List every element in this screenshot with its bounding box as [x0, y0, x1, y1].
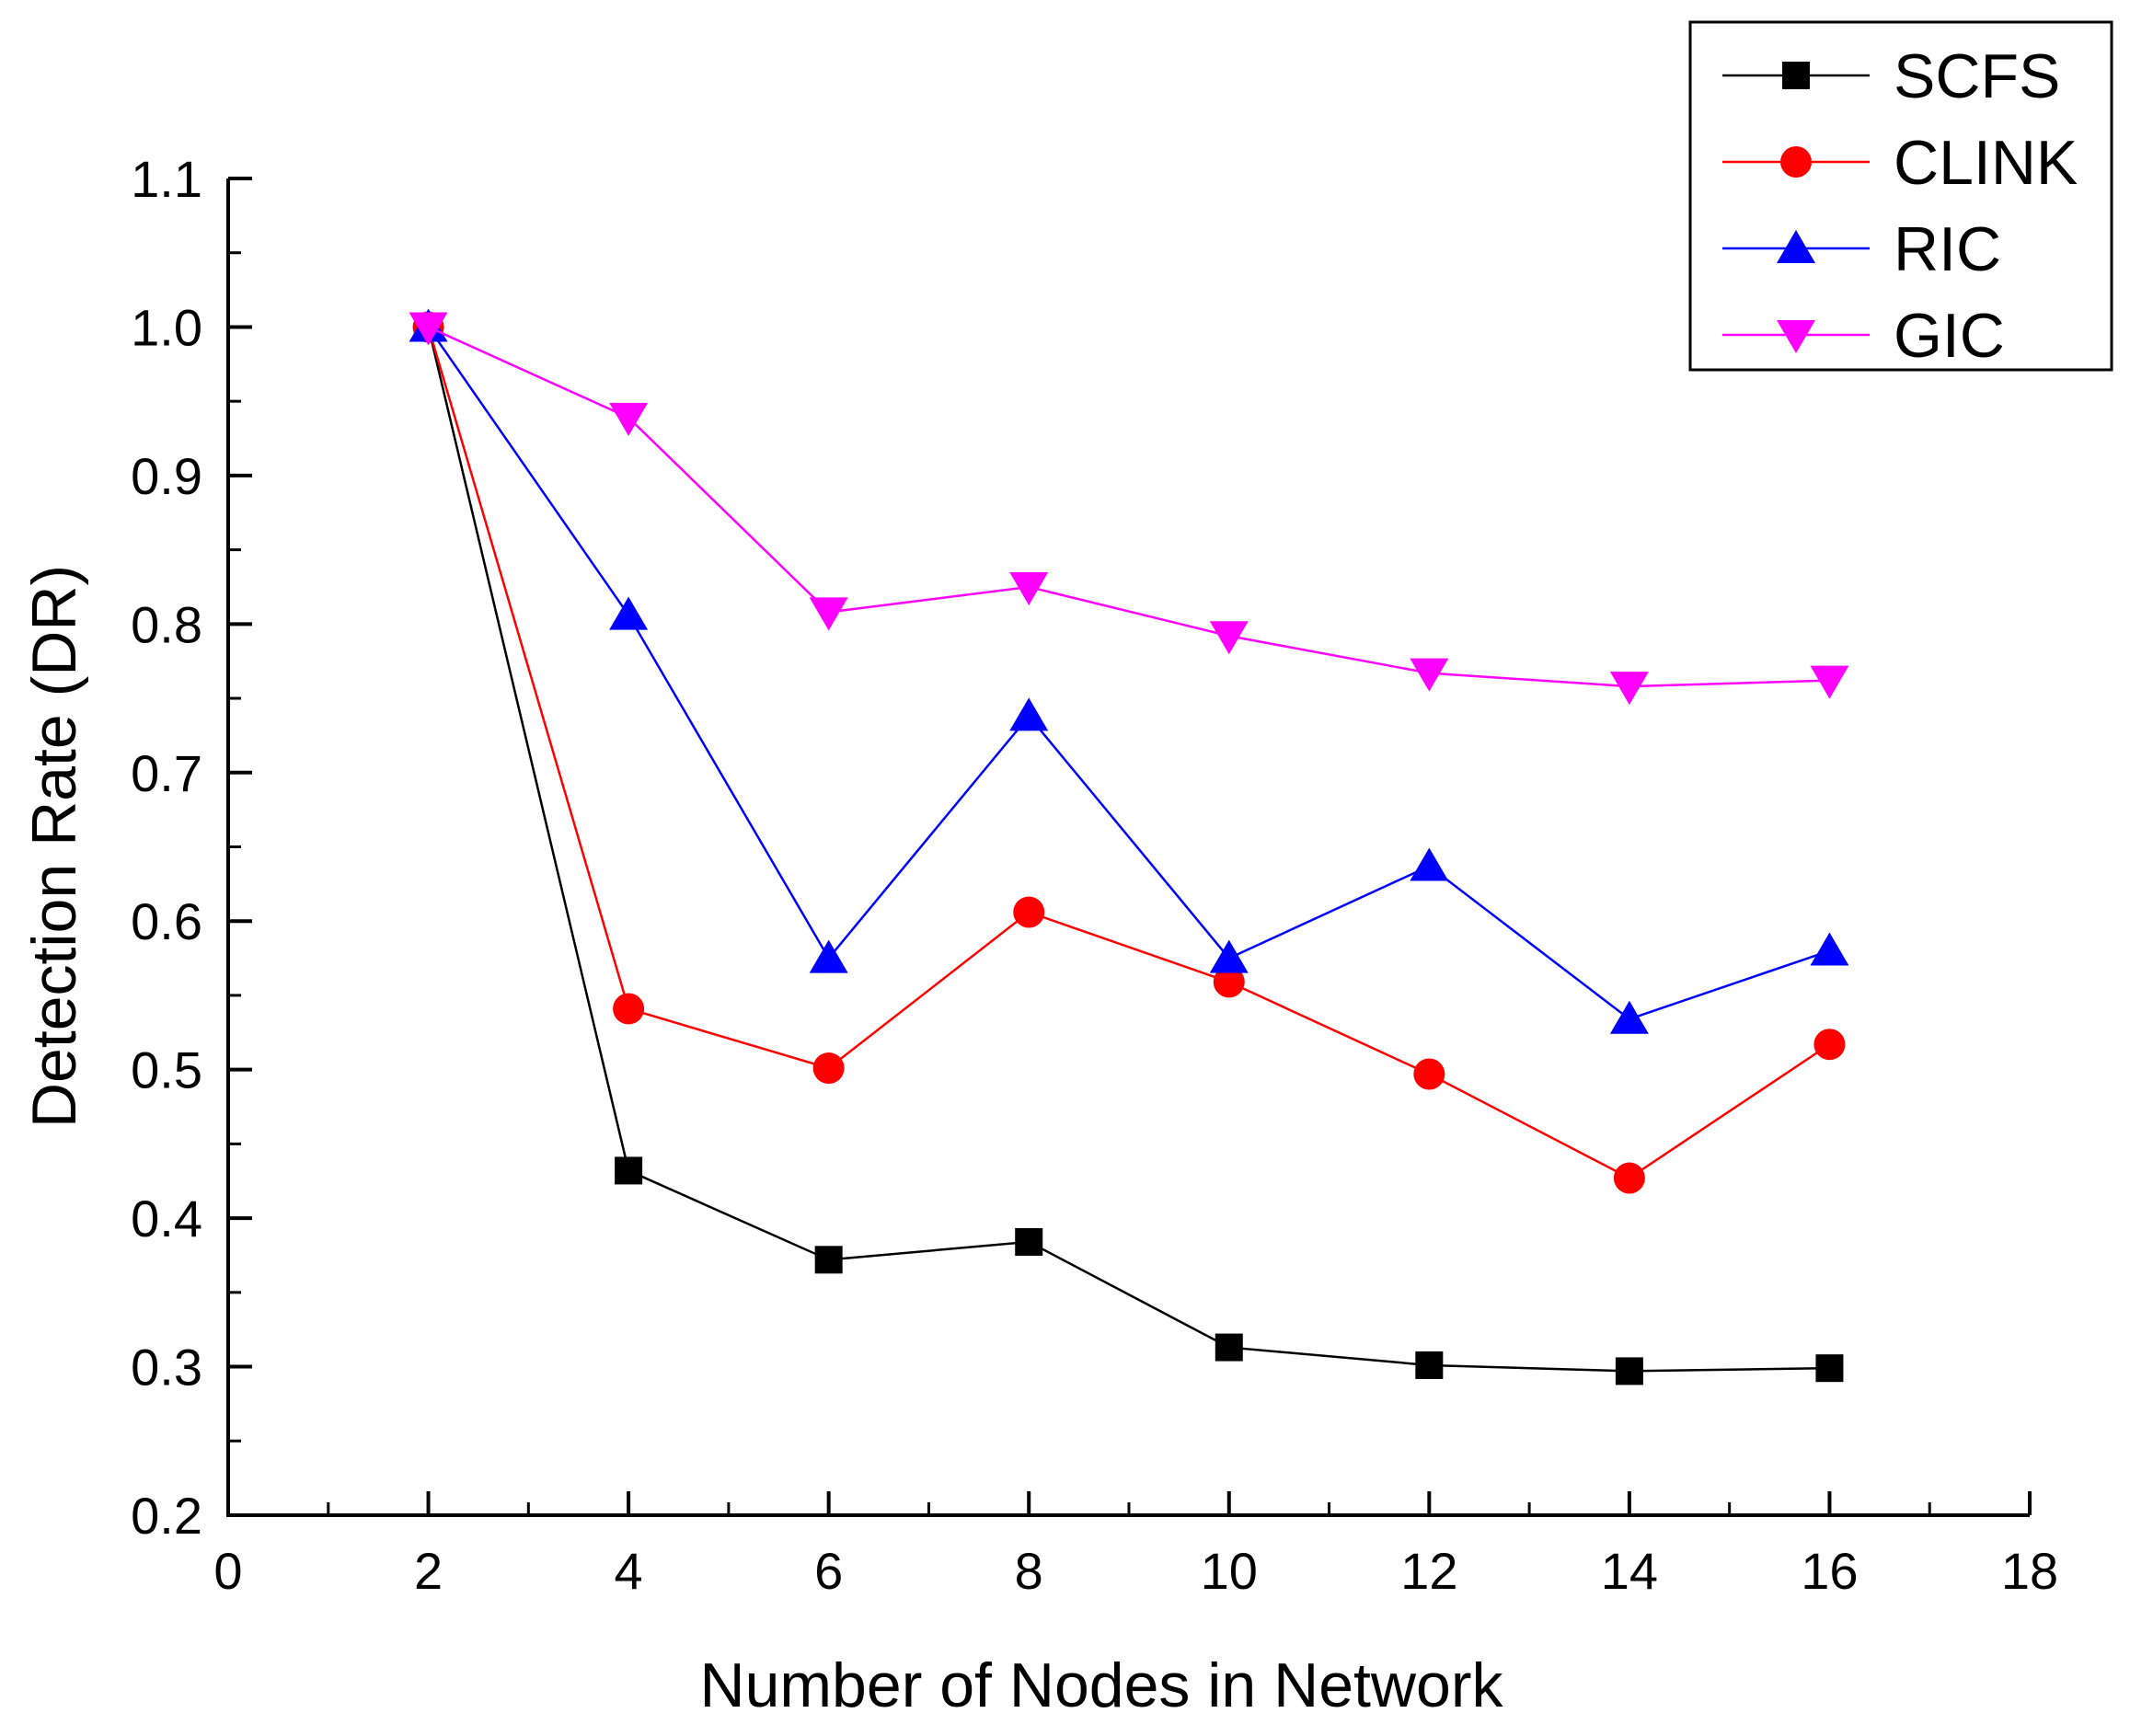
y-tick-label: 0.6 [131, 892, 202, 950]
data-point-gic [409, 312, 448, 346]
y-tick-label: 1.1 [131, 150, 202, 208]
legend: SCFS CLINK RIC GIC [1688, 20, 2113, 372]
legend-marker-gic [1777, 320, 1815, 353]
y-tick-label: 0.9 [131, 447, 202, 505]
y-tick-label: 0.2 [131, 1487, 202, 1545]
legend-label-clink: CLINK [1894, 128, 2078, 198]
data-point-clink [1013, 896, 1045, 928]
series-line-gic [428, 326, 1830, 688]
data-point-clink [613, 993, 645, 1025]
series-layer [409, 308, 1849, 1385]
y-tick-label: 1.0 [131, 298, 202, 356]
y-tick-label: 0.8 [131, 595, 202, 653]
x-axis-title: Number of Nodes in Network [699, 1650, 1503, 1720]
data-point-gic [809, 597, 848, 631]
y-axis-title: Detection Rate (DR) [19, 565, 89, 1128]
x-tick-label: 0 [213, 1542, 242, 1600]
x-tick-label: 12 [1400, 1542, 1457, 1600]
legend-entry-ric: RIC [1722, 214, 2001, 284]
data-point-clink [1613, 1162, 1645, 1194]
legend-marker-ric [1777, 230, 1815, 263]
data-point-scfs [1415, 1351, 1444, 1379]
series-line-clink [427, 327, 1831, 1179]
legend-entry-gic: GIC [1722, 301, 2005, 371]
series-gic [409, 312, 1849, 706]
legend-entries: SCFS CLINK RIC GIC [1722, 41, 2078, 371]
series-line-scfs [427, 327, 1830, 1373]
legend-marker-clink [1780, 146, 1812, 178]
x-tick-label: 18 [2001, 1542, 2058, 1600]
y-tick-label: 0.5 [131, 1041, 202, 1099]
series-line-ric [427, 326, 1830, 1021]
data-point-clink [1813, 1029, 1846, 1061]
data-point-clink [1213, 966, 1245, 998]
y-tick-label: 0.3 [131, 1339, 202, 1397]
data-point-ric [1009, 697, 1049, 731]
data-point-scfs [814, 1246, 843, 1274]
data-point-ric [809, 939, 848, 973]
series-scfs [414, 313, 1844, 1385]
y-ticks: 0.2 0.3 0.4 0.5 0.6 0.7 0.8 0.9 1.0 1.1 [131, 150, 252, 1545]
data-point-scfs [1015, 1227, 1043, 1256]
data-point-gic [1209, 621, 1249, 655]
data-point-ric [1209, 939, 1249, 973]
legend-entry-scfs: SCFS [1722, 41, 2060, 111]
data-point-scfs [615, 1156, 643, 1185]
x-tick-label: 10 [1201, 1542, 1258, 1600]
data-point-gic [1009, 571, 1049, 605]
x-tick-label: 6 [814, 1542, 843, 1600]
data-point-clink [812, 1052, 845, 1085]
legend-marker-scfs [1782, 62, 1810, 89]
data-point-gic [1810, 665, 1849, 699]
data-point-clink [1413, 1058, 1445, 1090]
data-point-ric [1609, 1000, 1649, 1034]
x-tick-label: 2 [414, 1542, 443, 1600]
data-point-gic [609, 402, 649, 436]
data-point-gic [1609, 672, 1649, 706]
x-tick-label: 8 [1015, 1542, 1043, 1600]
data-point-scfs [1215, 1333, 1243, 1362]
legend-label-ric: RIC [1894, 214, 2001, 284]
x-tick-label: 14 [1601, 1542, 1658, 1600]
y-tick-label: 0.7 [131, 744, 202, 802]
x-tick-label: 16 [1801, 1542, 1858, 1600]
data-point-scfs [1815, 1354, 1844, 1383]
data-point-gic [1410, 658, 1449, 692]
data-point-ric [1810, 932, 1849, 966]
data-point-ric [609, 596, 649, 630]
x-ticks: 0 2 4 6 8 10 12 14 16 18 [213, 1491, 2058, 1600]
data-point-scfs [1615, 1357, 1643, 1385]
legend-label-scfs: SCFS [1894, 41, 2060, 111]
legend-label-gic: GIC [1894, 301, 2005, 371]
legend-entry-clink: CLINK [1722, 128, 2078, 198]
x-tick-label: 4 [615, 1542, 643, 1600]
data-point-ric [1410, 847, 1449, 881]
y-tick-label: 0.4 [131, 1190, 202, 1247]
legend-box [1688, 20, 2113, 372]
